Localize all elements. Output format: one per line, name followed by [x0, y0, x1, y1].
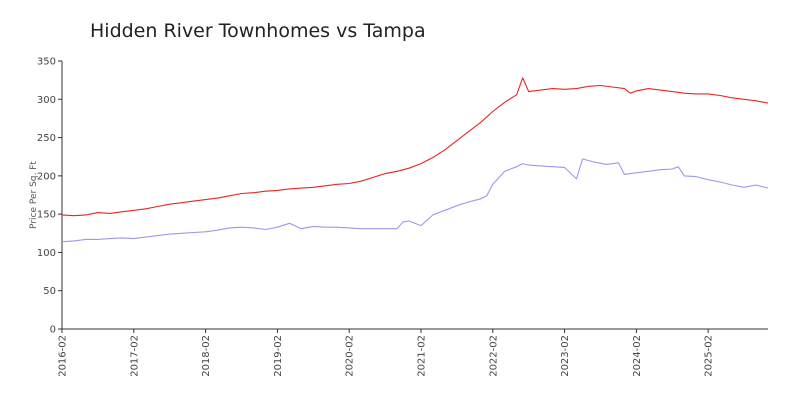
x-tick-label: 2024-02	[632, 335, 643, 377]
x-tick-label: 2020-02	[345, 335, 356, 377]
x-tick-label: 2025-02	[704, 335, 715, 377]
y-tick-label: 250	[37, 133, 56, 144]
y-axis: 0 50 100 150 200 250 300 350	[37, 57, 63, 336]
x-tick-label: 2016-02	[58, 335, 69, 377]
series-line-hidden-river	[61, 158, 769, 243]
x-tick-label: 2019-02	[273, 335, 284, 377]
y-tick-label: 100	[37, 248, 56, 259]
y-tick-label: 300	[37, 95, 56, 106]
y-tick-label: 150	[37, 210, 56, 221]
series-line-tampa	[61, 77, 769, 217]
y-tick-label: 350	[37, 57, 56, 68]
chart-title: Hidden River Townhomes vs Tampa	[90, 20, 426, 42]
x-tick-label: 2018-02	[201, 335, 212, 377]
x-axis: 2016-02 2017-02 2018-02 2019-02 2020-02 2021-…	[58, 328, 768, 377]
y-tick-label: 0	[50, 325, 56, 336]
y-tick-label: 50	[43, 286, 56, 297]
y-axis-label: Price Per Sq. Ft	[29, 161, 39, 229]
y-tick-label: 200	[37, 171, 56, 182]
x-tick-label: 2023-02	[560, 335, 571, 377]
x-tick-label: 2017-02	[129, 335, 140, 377]
series-layer	[61, 77, 769, 243]
x-tick-label: 2021-02	[416, 335, 427, 377]
x-tick-label: 2022-02	[488, 335, 499, 377]
